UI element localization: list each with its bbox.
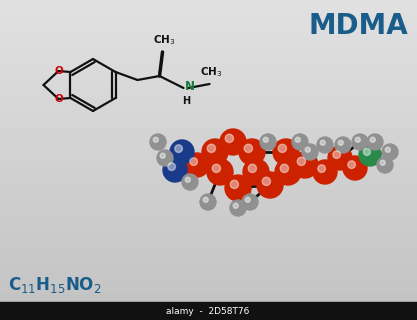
Circle shape <box>359 144 381 166</box>
Circle shape <box>318 165 326 172</box>
Circle shape <box>153 137 158 142</box>
Circle shape <box>295 137 300 142</box>
Circle shape <box>207 159 233 185</box>
Circle shape <box>363 148 370 156</box>
Circle shape <box>200 194 216 210</box>
Text: C$_{11}$H$_{15}$NO$_2$: C$_{11}$H$_{15}$NO$_2$ <box>8 275 102 295</box>
Circle shape <box>338 140 343 145</box>
Circle shape <box>242 194 258 210</box>
Circle shape <box>278 144 286 153</box>
Circle shape <box>302 144 318 160</box>
Circle shape <box>225 175 251 201</box>
Circle shape <box>185 153 209 177</box>
Circle shape <box>202 139 228 165</box>
Circle shape <box>367 134 383 150</box>
Circle shape <box>385 147 390 152</box>
Circle shape <box>248 164 256 172</box>
Text: H: H <box>183 96 191 106</box>
Circle shape <box>157 150 173 166</box>
Circle shape <box>150 134 166 150</box>
Circle shape <box>262 177 271 186</box>
Circle shape <box>320 140 325 145</box>
Circle shape <box>380 160 385 165</box>
Circle shape <box>245 197 250 202</box>
Circle shape <box>292 134 308 150</box>
Circle shape <box>239 139 265 165</box>
Text: CH$_3$: CH$_3$ <box>153 33 176 47</box>
Circle shape <box>382 144 398 160</box>
Text: MDMA: MDMA <box>308 12 408 40</box>
Text: N: N <box>184 81 194 93</box>
Circle shape <box>168 163 176 171</box>
Circle shape <box>352 134 368 150</box>
Circle shape <box>182 174 198 190</box>
Circle shape <box>260 134 276 150</box>
Circle shape <box>185 177 190 182</box>
Circle shape <box>230 180 239 188</box>
Bar <box>0 302 417 320</box>
Circle shape <box>348 161 355 168</box>
Circle shape <box>377 157 393 173</box>
Circle shape <box>317 137 333 153</box>
Circle shape <box>305 147 310 152</box>
Circle shape <box>212 164 221 172</box>
Circle shape <box>220 129 246 155</box>
Circle shape <box>170 140 194 164</box>
Circle shape <box>163 158 187 182</box>
Circle shape <box>244 144 253 153</box>
Text: O: O <box>54 66 63 76</box>
Circle shape <box>355 137 360 142</box>
Circle shape <box>225 134 234 142</box>
Circle shape <box>175 145 183 152</box>
Text: alamy  -  2D58T76: alamy - 2D58T76 <box>166 307 250 316</box>
Circle shape <box>257 172 283 198</box>
Circle shape <box>370 137 375 142</box>
Circle shape <box>203 197 208 202</box>
Circle shape <box>273 139 299 165</box>
Text: CH$_3$: CH$_3$ <box>200 65 223 79</box>
Circle shape <box>207 144 216 153</box>
Circle shape <box>292 152 318 178</box>
Circle shape <box>233 203 239 208</box>
Circle shape <box>280 164 289 172</box>
Circle shape <box>263 137 268 142</box>
Circle shape <box>275 159 301 185</box>
Text: O: O <box>54 94 63 104</box>
Circle shape <box>230 200 246 216</box>
Circle shape <box>160 153 165 158</box>
Circle shape <box>328 146 352 170</box>
Circle shape <box>297 157 306 165</box>
Circle shape <box>333 151 340 158</box>
Circle shape <box>313 160 337 184</box>
Circle shape <box>343 156 367 180</box>
Circle shape <box>190 158 198 165</box>
Circle shape <box>243 159 269 185</box>
Circle shape <box>335 137 351 153</box>
